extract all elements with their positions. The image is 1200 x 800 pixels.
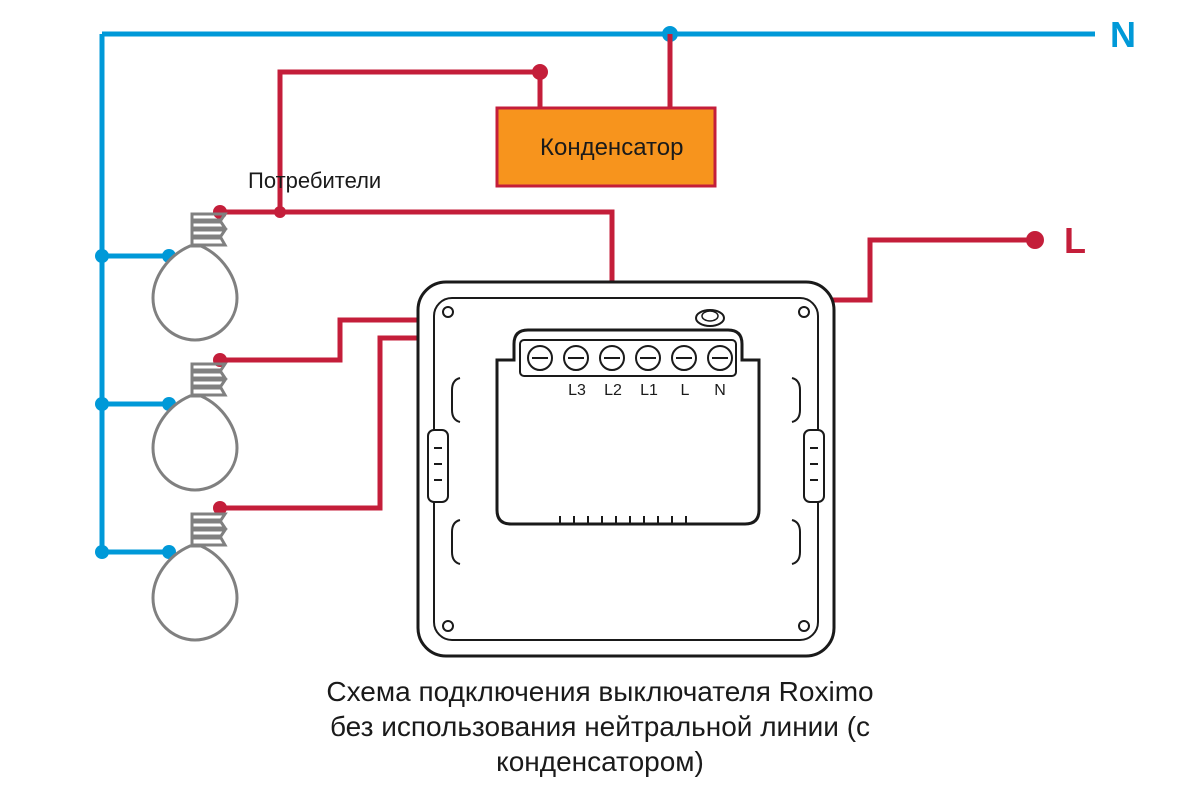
caption-line-1: Схема подключения выключателя Roximo bbox=[326, 676, 873, 707]
diagram-caption: Схема подключения выключателя Roximo без… bbox=[0, 674, 1200, 779]
neutral-junction-3 bbox=[95, 545, 109, 559]
caption-line-3: конденсатором) bbox=[496, 746, 704, 777]
terminal-block bbox=[520, 340, 736, 376]
terminal-l: L bbox=[677, 382, 693, 400]
bulb-icon-2 bbox=[153, 364, 237, 490]
bulb-icon-3 bbox=[153, 514, 237, 640]
junction-280-212 bbox=[274, 206, 286, 218]
bulb-icon-1 bbox=[153, 214, 237, 340]
terminal-l1: L1 bbox=[639, 382, 659, 400]
terminal-n: N bbox=[712, 382, 728, 400]
neutral-junction-2 bbox=[95, 397, 109, 411]
consumers-label: Потребители bbox=[248, 168, 381, 194]
terminal-l2: L2 bbox=[603, 382, 623, 400]
switch-module-icon bbox=[418, 282, 834, 656]
capacitor-label: Конденсатор bbox=[540, 134, 683, 162]
neutral-label: N bbox=[1110, 14, 1136, 56]
terminal-l3: L3 bbox=[567, 382, 587, 400]
caption-line-2: без использования нейтральной линии (с bbox=[330, 711, 870, 742]
neutral-junction-1 bbox=[95, 249, 109, 263]
live-label: L bbox=[1064, 220, 1086, 262]
